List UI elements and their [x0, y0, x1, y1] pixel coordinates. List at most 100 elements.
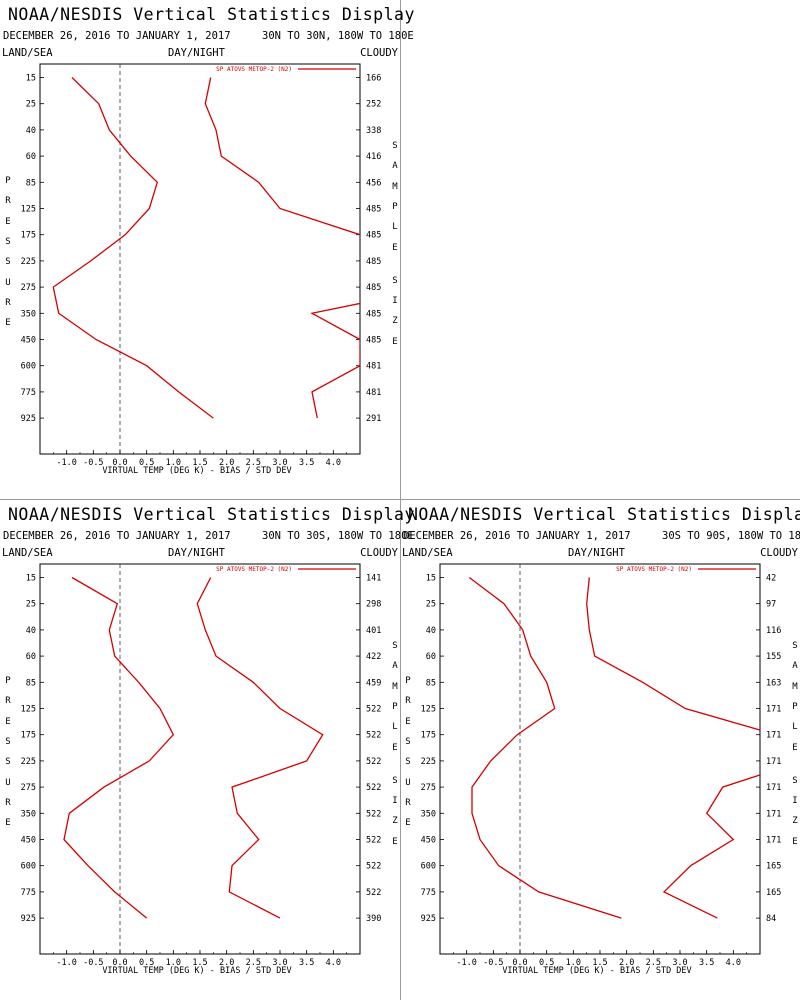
x-tick-label: 0.5: [139, 958, 154, 968]
bias-line: [52, 77, 214, 419]
sample-size-value: 456: [366, 178, 381, 188]
vertical-divider: [400, 0, 401, 1000]
sample-size-value: 171: [766, 705, 781, 715]
sample-size-value: 97: [766, 600, 776, 610]
pressure-level-label: 15: [26, 74, 36, 84]
sample-size-value: 522: [366, 836, 381, 846]
pressure-level-label: 775: [21, 888, 36, 898]
sample-size-value: 165: [766, 888, 781, 898]
sample-size-value: 485: [366, 257, 381, 267]
plot-frame: [439, 563, 761, 955]
pressure-level-label: 125: [421, 705, 436, 715]
x-tick-label: 1.0: [566, 958, 581, 968]
x-tick-label: -0.5: [83, 458, 103, 468]
sample-size-value: 485: [366, 336, 381, 346]
x-tick-label: 2.0: [619, 958, 634, 968]
legend-label: SP ATOVS METOP-2 (N2): [216, 66, 292, 73]
x-tick-label: 4.0: [326, 958, 341, 968]
sample-size-value: 522: [366, 809, 381, 819]
cloudy-label: CLOUDY: [360, 547, 398, 559]
pressure-level-label: 60: [426, 652, 436, 662]
pressure-level-label: 350: [421, 809, 436, 819]
x-tick-label: -0.5: [83, 958, 103, 968]
pressure-level-label: 25: [26, 100, 36, 110]
x-tick-label: -1.0: [56, 958, 76, 968]
pressure-level-label: 600: [21, 362, 36, 372]
panel-30n-30s: NOAA/NESDIS Vertical Statistics Display D…: [0, 500, 414, 1000]
date-range: DECEMBER 26, 2016 TO JANUARY 1, 2017: [3, 530, 231, 542]
sample-size-value: 291: [366, 414, 381, 424]
pressure-level-label: 15: [426, 574, 436, 584]
pressure-level-label: 40: [26, 126, 36, 136]
sample-size-value: 422: [366, 652, 381, 662]
pressure-level-label: 60: [26, 652, 36, 662]
pressure-level-label: 175: [21, 231, 36, 241]
sample-size-value: 163: [766, 678, 781, 688]
day-night-label: DAY/NIGHT: [168, 47, 225, 59]
pressure-level-label: 175: [21, 731, 36, 741]
pressure-level-label: 125: [21, 705, 36, 715]
sample-size-value: 401: [366, 626, 381, 636]
region-label: 30N TO 30S, 180W TO 180E: [262, 530, 414, 542]
sample-size-value: 459: [366, 678, 381, 688]
land-sea-label: LAND/SEA: [2, 47, 53, 59]
std-dev-line: [196, 577, 324, 919]
pressure-level-label: 60: [26, 152, 36, 162]
pressure-level-label: 225: [21, 257, 36, 267]
pressure-level-label: 600: [421, 862, 436, 872]
pressure-level-label: 925: [21, 414, 36, 424]
pressure-level-label: 15: [26, 574, 36, 584]
sample-size-value: 481: [366, 362, 381, 372]
pressure-level-label: 450: [21, 336, 36, 346]
pressure-level-label: 350: [21, 809, 36, 819]
sample-size-value: 171: [766, 809, 781, 819]
land-sea-label: LAND/SEA: [402, 547, 453, 559]
pressure-level-label: 40: [426, 626, 436, 636]
pressure-level-label: 600: [21, 862, 36, 872]
x-axis-label: VIRTUAL TEMP (DEG K) - BIAS / STD DEV: [102, 966, 291, 976]
sample-size-value: 171: [766, 836, 781, 846]
panel-30n-30n: NOAA/NESDIS Vertical Statistics Display D…: [0, 0, 414, 500]
sample-size-value: 252: [366, 100, 381, 110]
x-axis-label: VIRTUAL TEMP (DEG K) - BIAS / STD DEV: [102, 466, 291, 476]
legend-label: SP ATOVS METOP-2 (N2): [216, 566, 292, 573]
sample-size-value: 485: [366, 205, 381, 215]
profile-chart: 15 42 25 97 40 116 60 155 85 163 125 171 175 171 225 17…: [421, 563, 781, 976]
pressure-level-label: 450: [21, 836, 36, 846]
sample-size-value: 416: [366, 152, 381, 162]
sample-size-value: 84: [766, 914, 776, 924]
x-tick-label: 2.0: [219, 958, 234, 968]
sample-size-value: 522: [366, 731, 381, 741]
std-dev-line: [586, 577, 760, 919]
pressure-level-label: 225: [21, 757, 36, 767]
sample-size-value: 338: [366, 126, 381, 136]
x-tick-label: 0.0: [112, 458, 127, 468]
x-tick-label: 0.5: [139, 458, 154, 468]
pressure-level-label: 925: [21, 914, 36, 924]
sample-size-value: 298: [366, 600, 381, 610]
date-range: DECEMBER 26, 2016 TO JANUARY 1, 2017: [403, 530, 631, 542]
pressure-level-label: 275: [421, 783, 436, 793]
pressure-level-label: 175: [421, 731, 436, 741]
plot-frame: [39, 63, 361, 455]
sample-size-value: 522: [366, 783, 381, 793]
sample-size-value: 42: [766, 574, 776, 584]
sample-size-value: 116: [766, 626, 781, 636]
pressure-level-label: 85: [26, 678, 36, 688]
profile-chart: 15 141 25 298 40 401 60 422 85 459 125 522 175 522 225…: [21, 563, 381, 976]
x-tick-label: 0.0: [512, 958, 527, 968]
pressure-level-label: 40: [26, 626, 36, 636]
bias-line: [468, 576, 622, 919]
x-tick-label: 3.5: [299, 458, 314, 468]
x-tick-label: 3.0: [272, 458, 287, 468]
pressure-level-label: 225: [421, 757, 436, 767]
plot-frame: [39, 563, 361, 955]
x-tick-label: 1.0: [166, 458, 181, 468]
sample-size-value: 155: [766, 652, 781, 662]
sample-size-value: 522: [366, 862, 381, 872]
x-tick-label: 3.0: [272, 958, 287, 968]
x-tick-label: 1.5: [192, 958, 207, 968]
x-tick-label: 3.5: [299, 958, 314, 968]
pressure-level-label: 775: [421, 888, 436, 898]
day-night-label: DAY/NIGHT: [568, 547, 625, 559]
